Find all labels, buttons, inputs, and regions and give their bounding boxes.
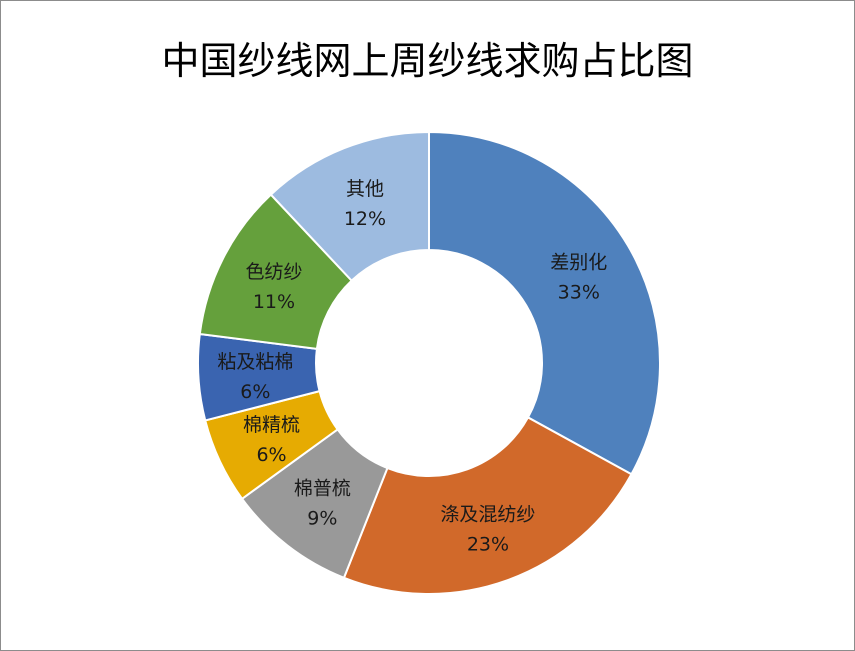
slice-label: 涤及混纺纱 (440, 504, 535, 526)
slice-label: 差别化 (550, 251, 607, 273)
slice-percent-label: 33% (558, 281, 600, 303)
chart-title: 中国纱线网上周纱线求购占比图 (161, 39, 694, 83)
slice-label: 色纺纱 (245, 261, 302, 283)
donut-slice (428, 130, 661, 476)
slice-percent-label: 11% (253, 291, 295, 313)
slices-layer (197, 130, 661, 595)
slice-label: 棉普梳 (294, 477, 351, 499)
slice-label: 棉精梳 (243, 414, 300, 436)
slice-label: 其他 (346, 178, 384, 200)
donut-slice (269, 130, 430, 283)
slice-percent-label: 9% (307, 507, 337, 529)
slice-percent-label: 23% (467, 534, 509, 556)
slice-percent-label: 6% (256, 444, 286, 466)
slice-percent-label: 6% (240, 381, 270, 403)
labels-layer: 差别化 33% 涤及混纺纱 23% 棉普梳 9% 棉精梳 6% 粘及粘棉 6% 色纺纱 11% 其他 12… (217, 178, 607, 555)
donut-slice (342, 416, 633, 595)
slice-label: 粘及粘棉 (217, 351, 293, 373)
slice-percent-label: 12% (344, 208, 386, 230)
